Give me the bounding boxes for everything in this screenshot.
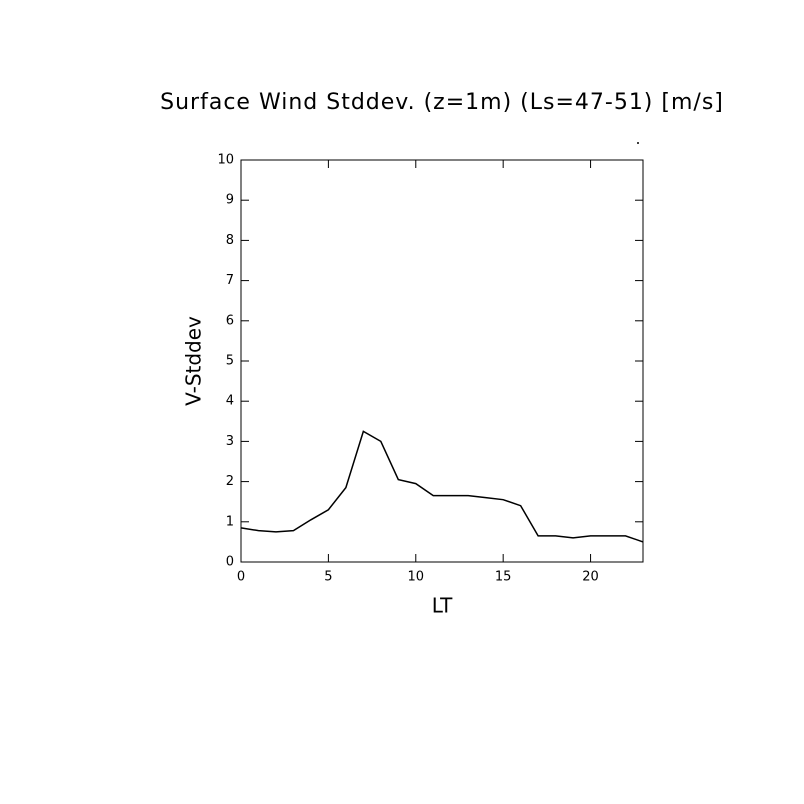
y-tick-label: 10 [217, 153, 234, 168]
y-tick-label: 2 [226, 474, 234, 489]
chart-title: Surface Wind Stddev. (z=1m) (Ls=47-51) [… [160, 90, 724, 115]
y-tick-label: 7 [226, 273, 234, 288]
y-tick-label: 0 [226, 555, 234, 570]
y-tick-label: 8 [226, 233, 234, 248]
y-tick-label: 6 [226, 313, 234, 328]
x-tick-label: 15 [495, 570, 512, 585]
y-tick-label: 5 [226, 354, 234, 369]
x-axis-label: LT [432, 594, 453, 618]
y-axis-label: V-Stddev [182, 316, 206, 406]
y-tick-label: 9 [226, 193, 234, 208]
x-tick-label: 10 [408, 570, 425, 585]
x-tick-label: 5 [324, 570, 332, 585]
y-tick-label: 4 [226, 394, 234, 409]
x-tick-label: 0 [237, 570, 245, 585]
marker-dot [637, 142, 639, 144]
x-tick-label: 20 [582, 570, 599, 585]
y-tick-label: 1 [226, 514, 234, 529]
y-tick-label: 3 [226, 434, 234, 449]
data-line [240, 430, 644, 543]
